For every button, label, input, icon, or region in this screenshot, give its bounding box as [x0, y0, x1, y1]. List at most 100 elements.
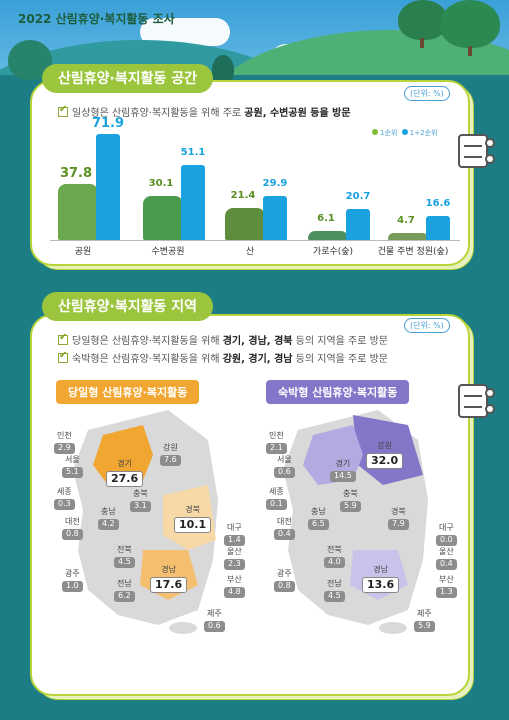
- value-label-rank1: 21.4: [230, 190, 256, 202]
- map-title-day: 당일형 산림휴양·복지활동: [56, 380, 200, 404]
- region-label-gwangju: 광주 1.0: [62, 569, 83, 592]
- region-label-chungnam: 충남 6.5: [308, 507, 329, 530]
- tree-decoration: [440, 0, 500, 48]
- value-label-rank12: 20.7: [345, 191, 371, 203]
- binder-clip-icon: [458, 134, 488, 168]
- unit-label: (단위: %): [404, 86, 450, 101]
- category-label: 가로수(숲): [312, 247, 354, 257]
- statement-suffix: 등의 지역을 주로 방문: [292, 354, 388, 365]
- map-island-jeju: [169, 622, 197, 634]
- page-header: 2022 산림휴양·복지활동 조사: [18, 10, 175, 27]
- tree-decoration: [398, 0, 448, 40]
- binder-clip-icon: [458, 384, 488, 418]
- value-label-rank12: 29.9: [262, 177, 288, 189]
- binder-ring-icon: [485, 404, 495, 414]
- region-label-jeonbuk: 전북 4.5: [114, 545, 135, 568]
- region-label-busan: 부산 1.3: [436, 575, 457, 598]
- map-region-gyeonggi: [93, 425, 153, 485]
- value-label-rank1: 6.1: [317, 213, 335, 224]
- checkbox-icon: [58, 104, 68, 117]
- region-label-gwangju: 광주 0.8: [274, 569, 295, 592]
- value-label-rank12: 71.9: [91, 115, 125, 131]
- region-label-seoul: 서울 5.1: [62, 455, 83, 478]
- region-label-ulsan: 울산 0.4: [436, 547, 457, 570]
- bar-rank1: [143, 195, 183, 240]
- statement-line: 일상형은 산림휴양·복지활동을 위해 주로 공원, 수변공원 등을 방문: [58, 104, 351, 119]
- map-region-gyeonggi: [303, 425, 363, 485]
- map-title-stay: 숙박형 산림휴양·복지활동: [266, 380, 410, 404]
- legend-label-rank1: 1순위: [380, 129, 398, 137]
- statement-bold: 강원, 경기, 경남: [222, 354, 293, 365]
- region-label-gyeongnam: 경남 13.6: [362, 565, 400, 593]
- region-label-jeju: 제주 0.6: [204, 609, 225, 632]
- region-label-gyeongnam: 경남 17.6: [150, 565, 188, 593]
- region-label-jeonnam: 전남 4.5: [324, 579, 345, 602]
- header-year: 2022: [18, 12, 52, 26]
- legend-label-rank12: 1+2순위: [409, 129, 438, 137]
- statement-prefix: 당일형은 산림휴양·복지활동을 위해: [72, 336, 223, 347]
- binder-ring-icon: [485, 388, 495, 398]
- binder-ring-icon: [485, 154, 495, 164]
- category-label: 산: [245, 247, 255, 257]
- chart-baseline: [50, 240, 460, 241]
- unit-label: (단위: %): [404, 318, 450, 333]
- tree-trunk: [420, 38, 424, 48]
- region-label-jeonbuk: 전북 4.0: [324, 545, 345, 568]
- bar-rank12: [346, 209, 370, 240]
- statement-stay: 숙박형은 산림휴양·복지활동을 위해 강원, 경기, 경남 등의 지역을 주로 …: [58, 350, 388, 365]
- korea-map-day: [73, 410, 218, 634]
- bar-rank12: [263, 195, 287, 240]
- value-label-rank1: 37.8: [59, 166, 93, 182]
- map-island-jeju: [379, 622, 407, 634]
- statement-prefix: 숙박형은 산림휴양·복지활동을 위해: [72, 354, 223, 365]
- region-label-gyeongbuk: 경북 7.9: [388, 507, 409, 530]
- category-label: 수변공원: [151, 247, 185, 257]
- checkbox-icon: [58, 350, 68, 363]
- region-label-chungbuk: 충북 5.9: [340, 489, 361, 512]
- binder-ring-icon: [485, 138, 495, 148]
- region-label-incheon: 인천 2.1: [266, 431, 287, 454]
- region-label-sejong: 세종 0.1: [266, 487, 287, 510]
- region-label-ulsan: 울산 2.3: [224, 547, 245, 570]
- category-label: 공원: [74, 247, 92, 257]
- region-label-busan: 부산 4.8: [224, 575, 245, 598]
- bar-rank1: [58, 184, 98, 240]
- legend: 1순위 1+2순위: [372, 128, 437, 138]
- region-label-gyeongbuk: 경북 10.1: [174, 505, 212, 533]
- statement-suffix: 등의 지역을 주로 방문: [292, 336, 388, 347]
- statement-day: 당일형은 산림휴양·복지활동을 위해 경기, 경남, 경북 등의 지역을 주로 …: [58, 332, 388, 347]
- value-label-rank1: 4.7: [397, 215, 415, 227]
- section-title-region: 산림휴양·복지활동 지역: [42, 292, 213, 321]
- category-label: 건물 주변 정원(숲): [377, 247, 449, 257]
- section-title-space: 산림휴양·복지활동 공간: [42, 64, 213, 93]
- bar-rank12: [426, 215, 450, 240]
- legend-dot-rank1: [372, 129, 378, 135]
- value-label-rank12: 16.6: [425, 197, 451, 209]
- checkbox-icon: [58, 332, 68, 345]
- tree-trunk: [468, 46, 472, 56]
- region-label-gyeonggi: 경기 27.6: [106, 459, 144, 487]
- region-label-daegu: 대구 0.0: [436, 523, 457, 546]
- bar-rank1: [308, 231, 348, 240]
- region-label-jeju: 제주 5.9: [414, 609, 435, 632]
- region-label-chungbuk: 충북 3.1: [130, 489, 151, 512]
- region-label-sejong: 세종 0.3: [54, 487, 75, 510]
- region-label-incheon: 인천 2.9: [54, 431, 75, 454]
- value-label-rank12: 51.1: [180, 146, 206, 158]
- region-label-jeonnam: 전남 6.2: [114, 579, 135, 602]
- region-label-seoul: 서울 0.6: [274, 455, 295, 478]
- region-label-gangwon: 강원 32.0: [366, 441, 404, 469]
- statement-bold: 공원, 수변공원 등을 방문: [244, 108, 351, 119]
- bar-rank12: [181, 164, 205, 240]
- legend-dot-rank12: [401, 129, 408, 135]
- region-label-daejeon: 대전 0.4: [274, 517, 295, 540]
- bar-rank1: [225, 208, 265, 240]
- statement-bold: 경기, 경남, 경북: [222, 336, 293, 347]
- value-label-rank1: 30.1: [148, 177, 174, 189]
- bar-rank1: [388, 233, 428, 240]
- region-label-daejeon: 대전 0.8: [62, 517, 83, 540]
- region-label-daegu: 대구 1.4: [224, 523, 245, 546]
- region-label-gangwon: 강원 7.6: [160, 443, 181, 466]
- header-title: 산림휴양·복지활동 조사: [55, 12, 175, 26]
